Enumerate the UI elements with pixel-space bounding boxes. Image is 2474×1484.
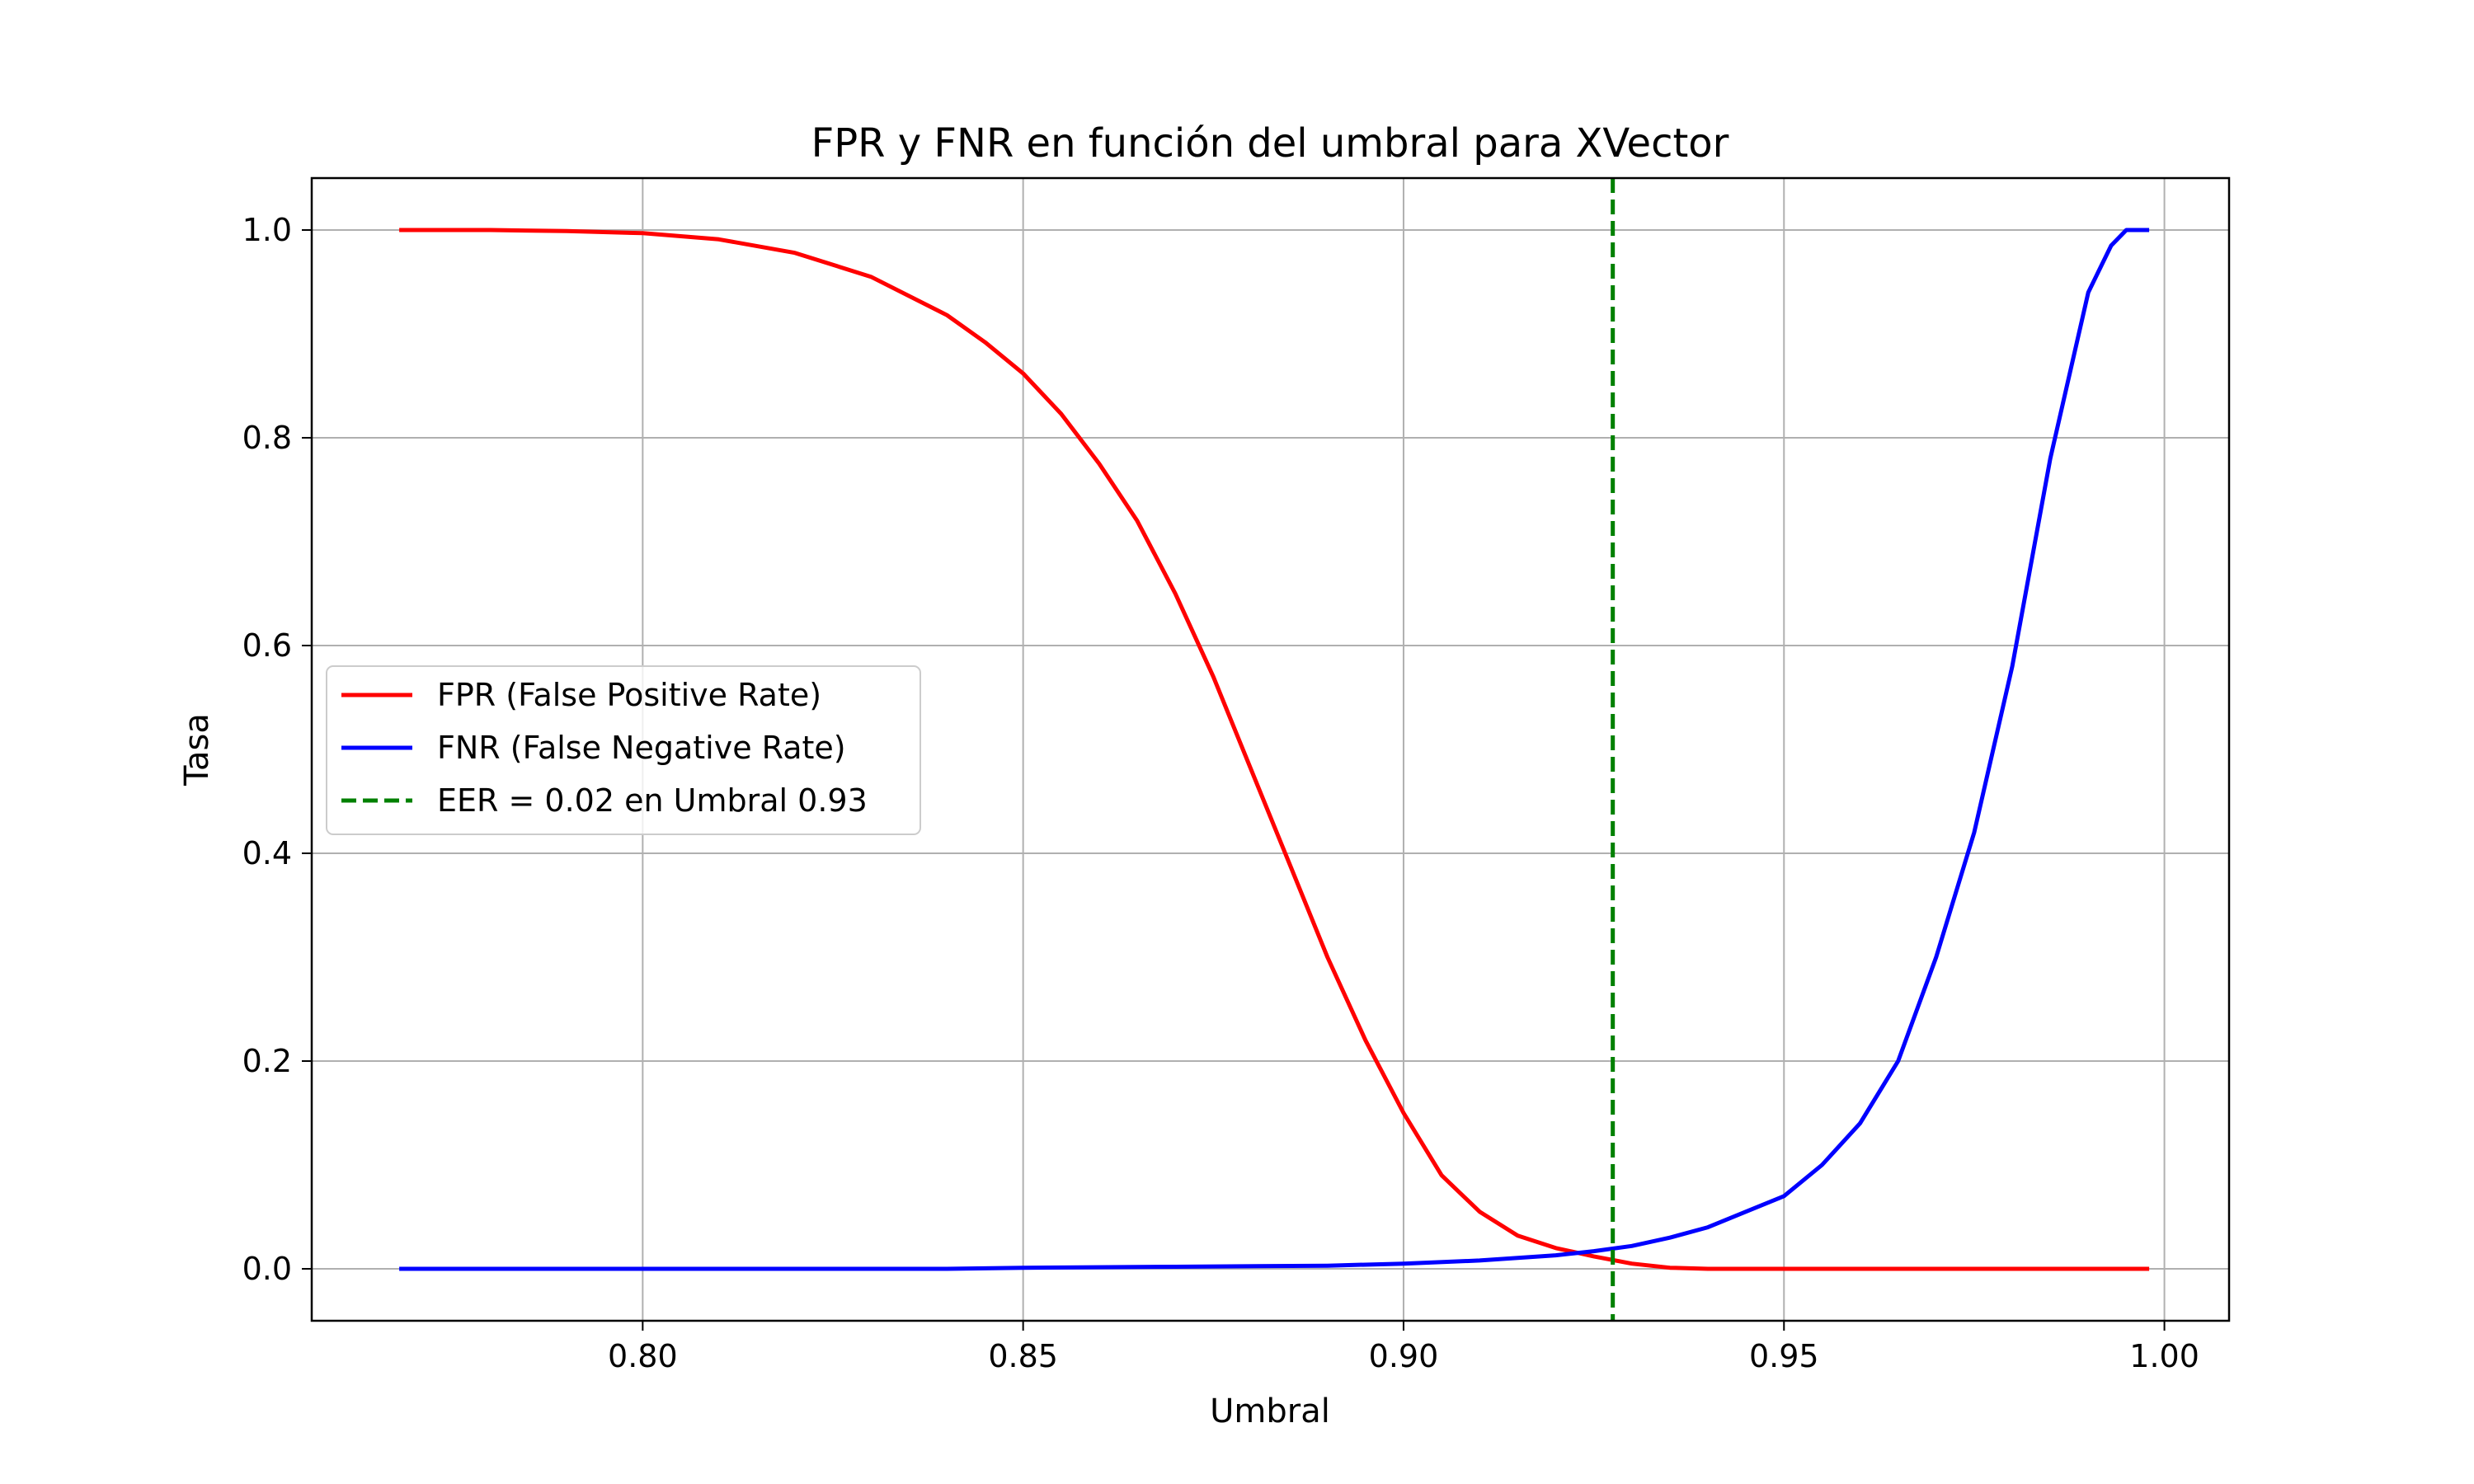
y-tick-label: 0.2 xyxy=(242,1043,292,1079)
y-tick-label: 1.0 xyxy=(242,212,292,248)
x-tick-label: 0.90 xyxy=(1369,1338,1439,1374)
y-tick-label: 0.4 xyxy=(242,835,292,871)
legend-box xyxy=(326,665,921,835)
chart-title: FPR y FNR en función del umbral para XVe… xyxy=(811,120,1729,167)
fnr-line xyxy=(399,228,2150,1271)
legend-label-fnr: FNR (False Negative Rate) xyxy=(437,730,846,766)
x-tick-label: 0.80 xyxy=(608,1338,678,1374)
x-axis-label: Umbral xyxy=(1210,1392,1330,1430)
y-axis-label: Tasa xyxy=(178,713,216,787)
plot-data xyxy=(399,178,2150,1321)
legend-label-fpr: FPR (False Positive Rate) xyxy=(437,677,821,713)
y-tick-label: 0.8 xyxy=(242,420,292,456)
x-tick-label: 0.85 xyxy=(988,1338,1058,1374)
plot-frame xyxy=(310,176,2231,1322)
y-tick-label: 0.0 xyxy=(242,1251,292,1287)
ticks: 0.80 0.85 0.90 0.95 1.00 0.0 0.2 0.4 0.6 0.8 1.0 xyxy=(242,212,2199,1374)
y-tick-label: 0.6 xyxy=(242,627,292,664)
x-tick-label: 0.95 xyxy=(1749,1338,1819,1374)
x-tick-label: 1.00 xyxy=(2129,1338,2199,1374)
legend-label-eer: EER = 0.02 en Umbral 0.93 xyxy=(437,782,868,819)
legend: FPR (False Positive Rate) FNR (False Neg… xyxy=(326,665,921,835)
grid xyxy=(312,178,2229,1321)
fpr-line xyxy=(399,228,2150,1271)
